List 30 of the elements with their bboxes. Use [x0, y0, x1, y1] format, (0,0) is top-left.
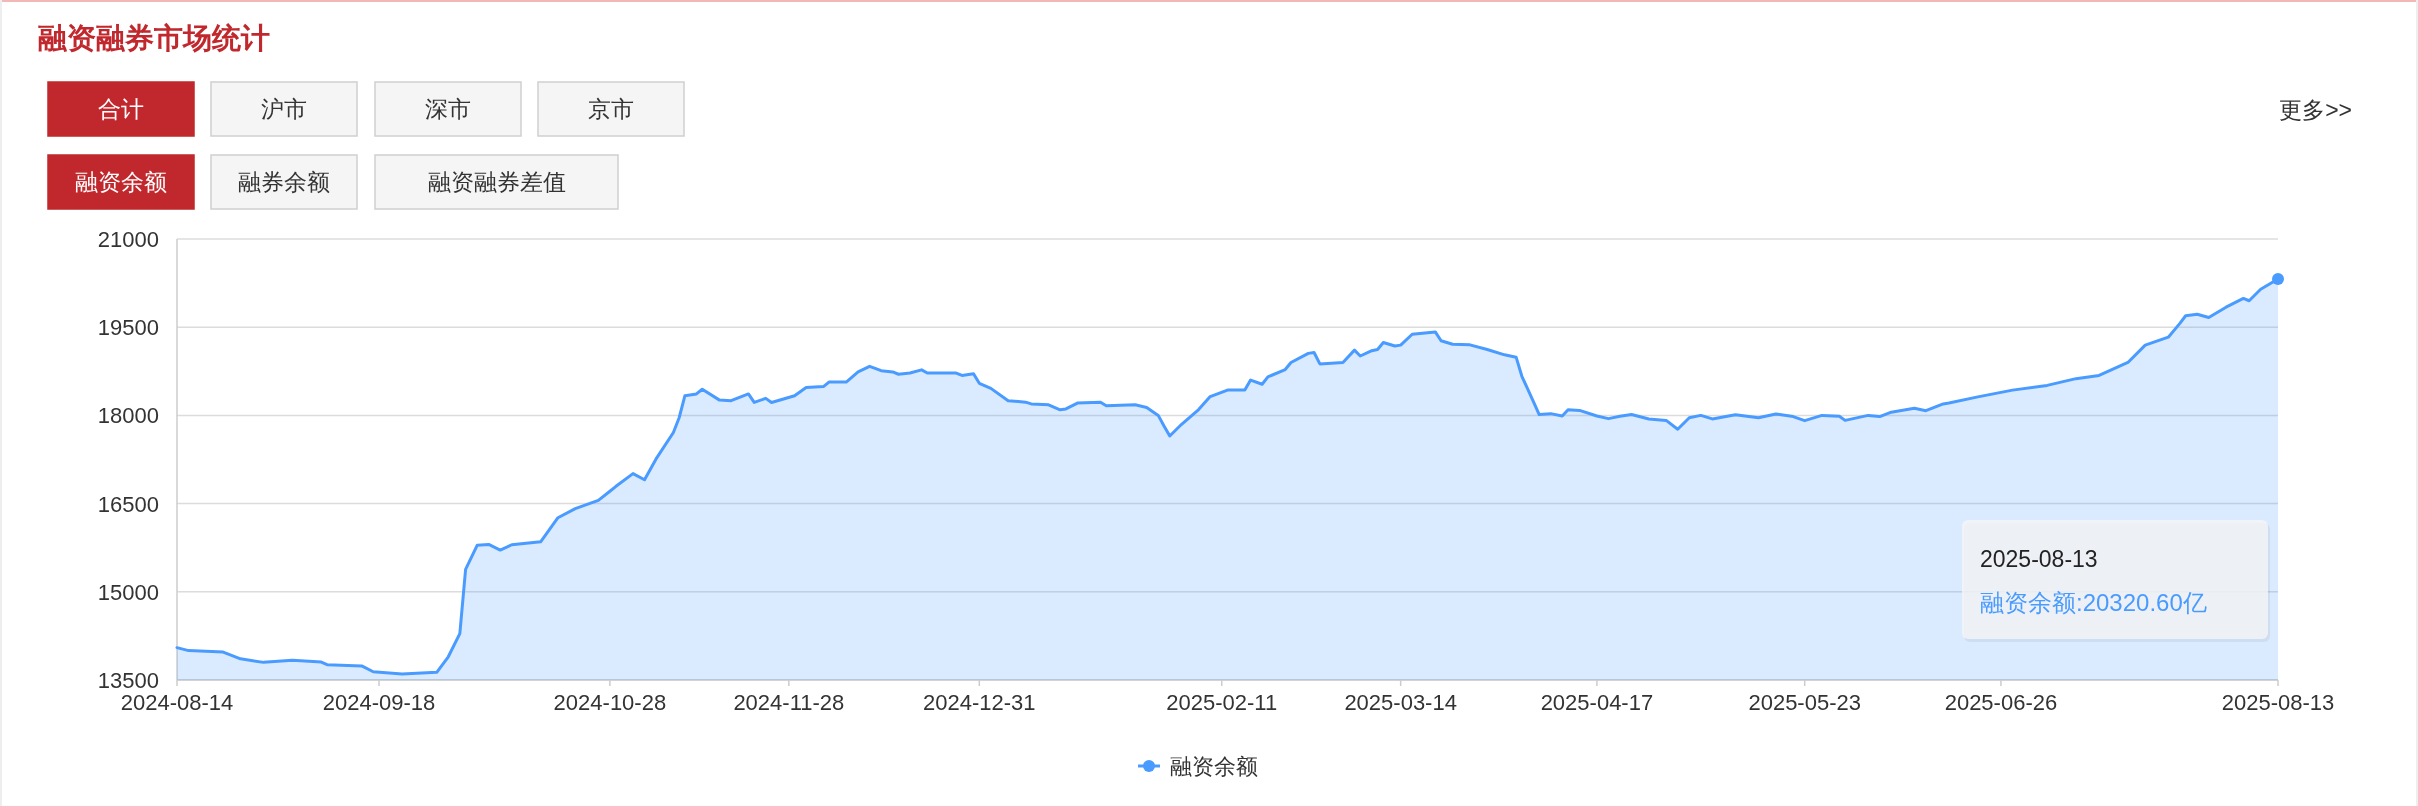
x-tick-label: 2025-03-14 [1344, 690, 1457, 715]
y-tick-label: 15000 [97, 579, 159, 605]
x-tick-label: 2025-08-13 [2221, 690, 2335, 715]
button: 京市 [537, 81, 685, 137]
button: 融资余额 [47, 154, 195, 210]
y-tick-label: 18000 [97, 403, 159, 429]
legend-label: 融资余额 [1170, 754, 1258, 779]
x-tick-label: 2024-10-28 [553, 690, 667, 715]
x-tick-label: 2024-08-14 [120, 690, 234, 715]
text: 更多>> [2279, 97, 2352, 123]
y-tick-label: 16500 [97, 491, 159, 517]
tooltip: 2025-08-13 融资余额:20320.60亿 [1962, 520, 2270, 642]
y-tick-label: 19500 [97, 315, 159, 341]
x-tick-label: 2024-12-31 [923, 690, 1036, 715]
x-tick-label: 2025-06-26 [1944, 690, 2058, 715]
annotation: 2025-08-13 融资余额:20320.60亿 [1980, 546, 2207, 616]
x-tick-label: 2024-11-28 [733, 690, 845, 715]
button: 合计 [47, 81, 195, 137]
y-tick-label: 13500 [97, 668, 159, 693]
legend: 融资余额 [1138, 754, 1258, 779]
y-tick-label: 21000 [97, 227, 159, 252]
button: 融资融券差值 [374, 154, 619, 210]
x-tick-label: 2025-04-17 [1540, 690, 1654, 715]
button: 融券余额 [210, 154, 358, 210]
button: 深市 [374, 81, 522, 137]
button: 沪市 [210, 81, 358, 137]
chart-title: 融资融券市场统计 [38, 22, 270, 54]
x-tick-label: 2024-09-18 [322, 690, 436, 715]
x-tick-label: 2025-02-11 [1166, 690, 1278, 715]
x-tick-label: 2025-05-23 [1748, 690, 1861, 715]
